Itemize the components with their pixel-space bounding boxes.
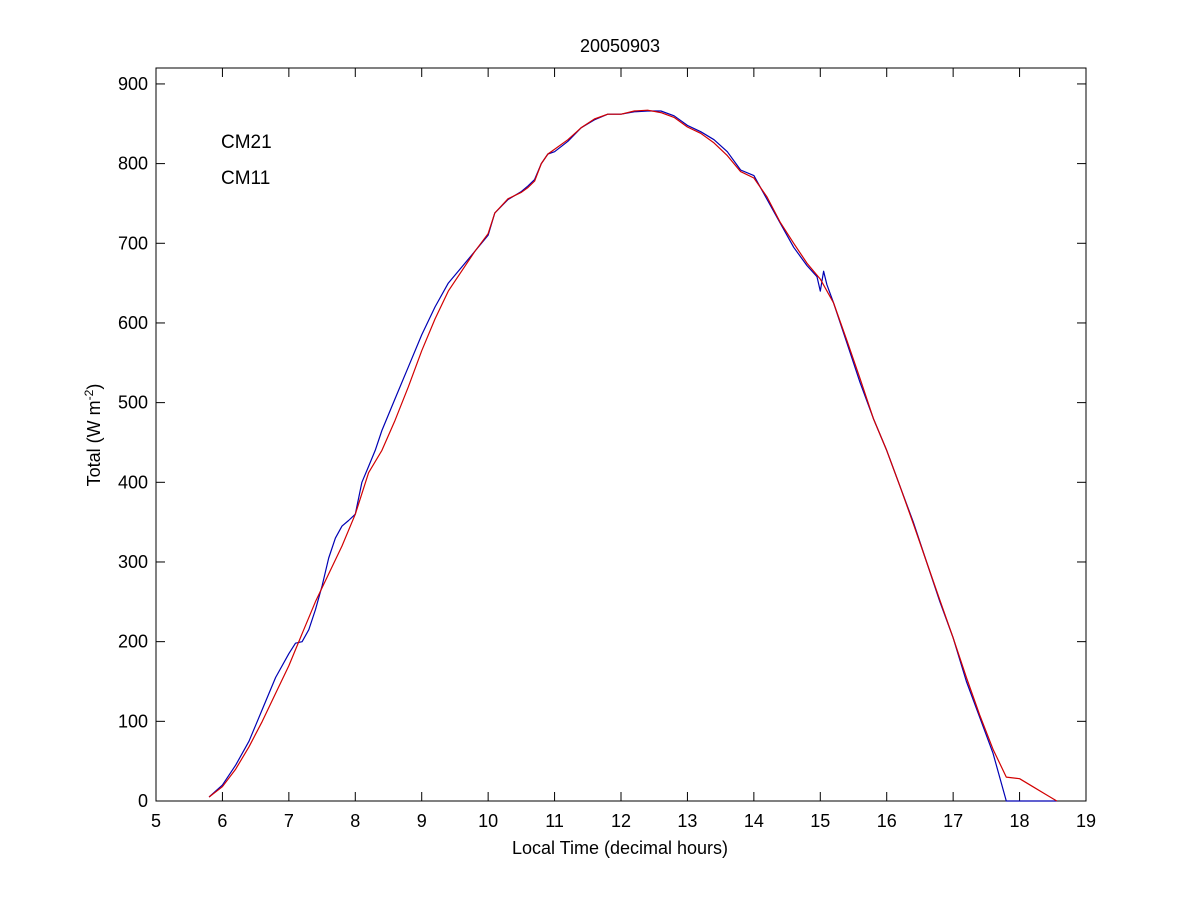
- x-tick-label: 12: [611, 811, 631, 831]
- y-tick-label: 200: [118, 632, 148, 652]
- x-tick-label: 15: [810, 811, 830, 831]
- y-axis: 0 100 200 300 400 500 600 700 800 900: [118, 74, 1086, 811]
- x-tick-label: 8: [350, 811, 360, 831]
- x-tick-label: 18: [1010, 811, 1030, 831]
- x-tick-label: 19: [1076, 811, 1096, 831]
- y-tick-label: 0: [138, 791, 148, 811]
- plot-frame: [155, 67, 1087, 802]
- y-axis-label-base: Total (W m: [84, 400, 104, 486]
- y-tick-label: 700: [118, 233, 148, 253]
- x-tick-label: 5: [151, 811, 161, 831]
- x-tick-label: 7: [284, 811, 294, 831]
- y-tick-label: 400: [118, 472, 148, 492]
- x-tick-label: 6: [217, 811, 227, 831]
- plot-area: [155, 67, 1087, 802]
- legend-entry-cm11: CM11: [221, 168, 270, 189]
- y-axis-label: Total (W m-2): [82, 384, 104, 487]
- x-tick-label: 16: [877, 811, 897, 831]
- y-axis-label-close: ): [84, 384, 104, 390]
- y-axis-label-superscript: -2: [82, 389, 96, 400]
- legend: CM21 CM11: [221, 132, 272, 189]
- y-tick-label: 600: [118, 313, 148, 333]
- y-tick-label: 500: [118, 393, 148, 413]
- y-tick-label: 900: [118, 74, 148, 94]
- series-layer: [208, 109, 1058, 802]
- series-line-cm11: [208, 109, 1058, 802]
- x-tick-label: 14: [744, 811, 764, 831]
- y-tick-label: 100: [118, 711, 148, 731]
- x-tick-label: 13: [677, 811, 697, 831]
- chart-title: 20050903: [580, 36, 660, 56]
- x-axis-label: Local Time (decimal hours): [512, 838, 728, 858]
- y-tick-label: 300: [118, 552, 148, 572]
- y-tick-label: 800: [118, 154, 148, 174]
- x-tick-label: 9: [417, 811, 427, 831]
- x-tick-label: 10: [478, 811, 498, 831]
- x-axis: 5 6 7 8 9 10 11 12 13 14 15 16 17 18 19: [151, 68, 1096, 831]
- x-tick-label: 17: [943, 811, 963, 831]
- x-tick-label: 11: [545, 811, 564, 831]
- legend-entry-cm21: CM21: [221, 132, 272, 153]
